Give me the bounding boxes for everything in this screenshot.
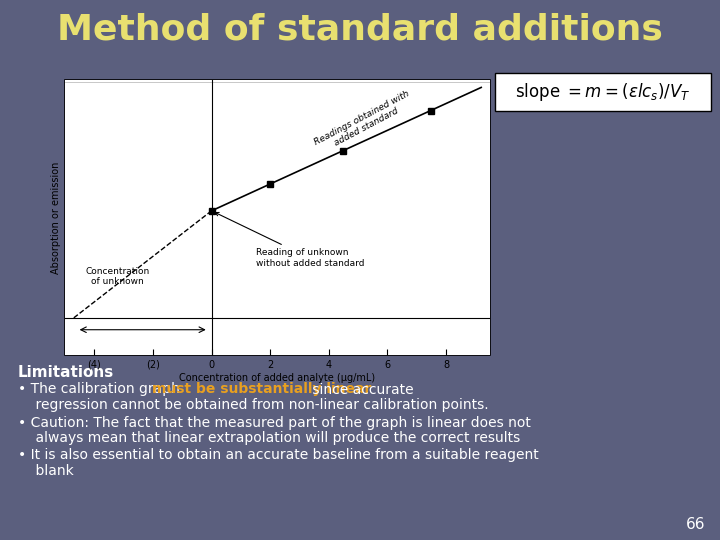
Text: Concentration
of unknown: Concentration of unknown [86, 267, 150, 286]
Text: regression cannot be obtained from non-linear calibration points.: regression cannot be obtained from non-l… [18, 398, 489, 412]
X-axis label: Concentration of added analyte (μg/mL): Concentration of added analyte (μg/mL) [179, 373, 376, 383]
Text: • Caution: The fact that the measured part of the graph is linear does not: • Caution: The fact that the measured pa… [18, 415, 531, 429]
Text: Method of standard additions: Method of standard additions [57, 13, 663, 47]
Y-axis label: Absorption or emission: Absorption or emission [51, 161, 60, 274]
Text: Limitations: Limitations [18, 365, 114, 380]
Text: since accurate: since accurate [308, 382, 414, 396]
FancyBboxPatch shape [160, 304, 461, 346]
Text: 66: 66 [685, 517, 705, 532]
Text: always mean that linear extrapolation will produce the correct results: always mean that linear extrapolation wi… [18, 431, 521, 445]
Text: • The calibration graph: • The calibration graph [18, 382, 184, 396]
FancyBboxPatch shape [65, 80, 490, 355]
Text: Readings obtained with
added standard: Readings obtained with added standard [312, 89, 415, 156]
Text: intercept $= b = (\epsilon lV_x c_x) / V_T$: intercept $= b = (\epsilon lV_x c_x) / V… [191, 314, 429, 336]
Text: must be substantially linear: must be substantially linear [152, 382, 372, 396]
Text: blank: blank [18, 464, 73, 478]
FancyBboxPatch shape [495, 73, 711, 111]
Text: Reading of unknown
without added standard: Reading of unknown without added standar… [215, 213, 364, 268]
Text: • It is also essential to obtain an accurate baseline from a suitable reagent: • It is also essential to obtain an accu… [18, 449, 539, 462]
Text: Graphical
evaluation: Graphical evaluation [73, 90, 179, 129]
Text: slope $= m = (\epsilon lc_s) / V_T$: slope $= m = (\epsilon lc_s) / V_T$ [516, 81, 690, 103]
